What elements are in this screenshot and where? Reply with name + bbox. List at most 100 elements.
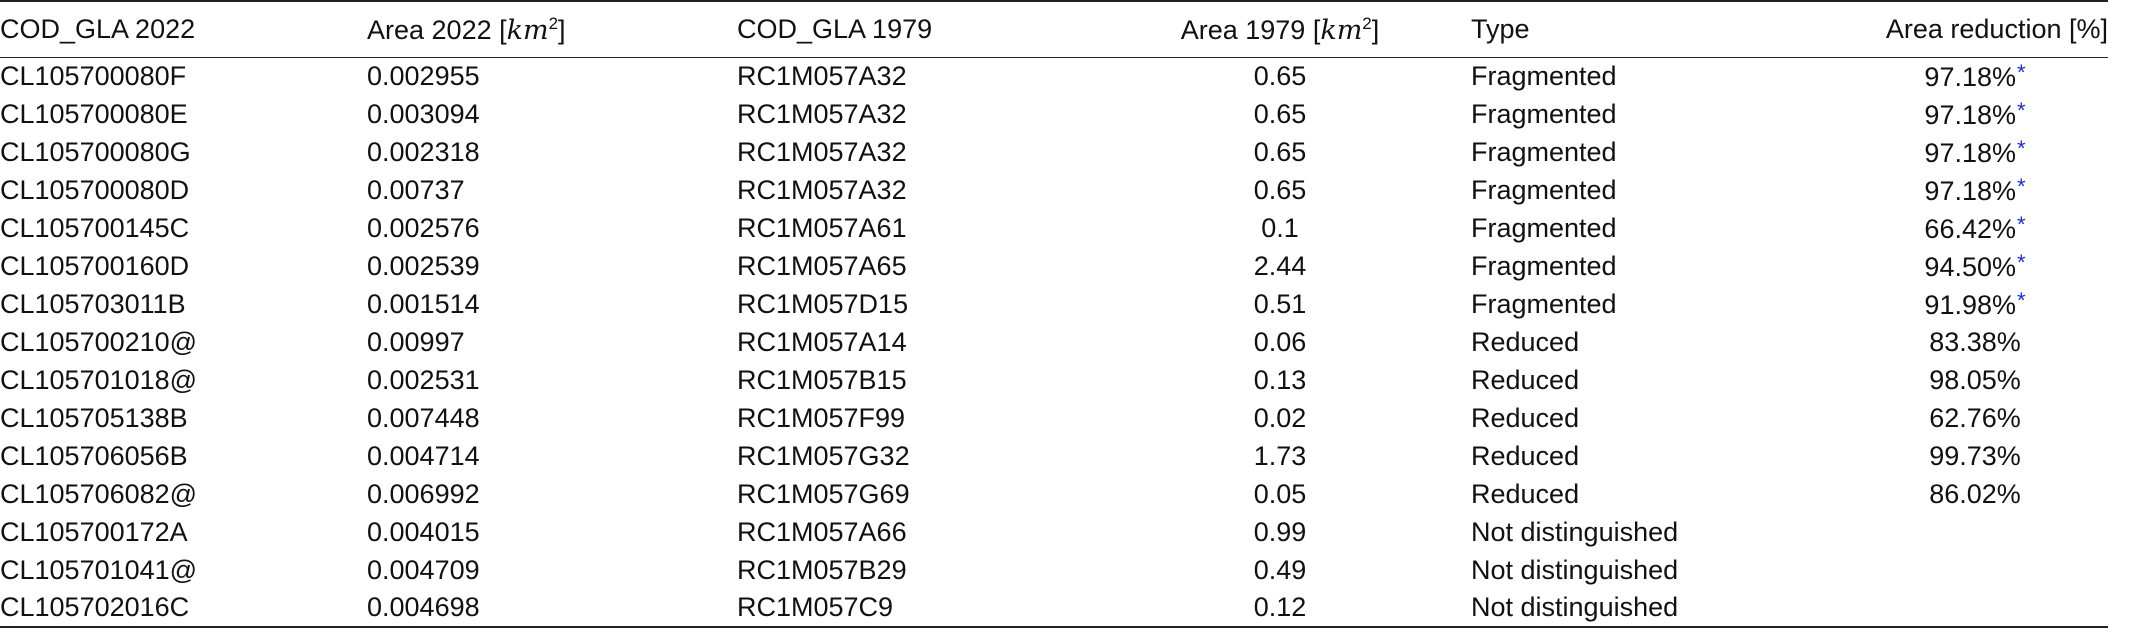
cell-cod-1979-value: RC1M057G32 [737, 440, 910, 471]
cell-area-reduction-value: 62.76% [1929, 402, 2021, 433]
cell-cod-1979: RC1M057B29 [737, 551, 1089, 589]
cell-area-1979-value: 0.12 [1253, 592, 1307, 622]
cell-cod-1979: RC1M057B15 [737, 361, 1089, 399]
table-row: CL105700080F 0.002955 RC1M057A32 0.65 Fragme… [0, 57, 2108, 95]
cell-area-1979: 1.73 [1089, 437, 1471, 475]
cell-cod-1979-value: RC1M057B29 [737, 554, 907, 585]
cell-area-2022-value: 0.001514 [367, 288, 480, 319]
cell-area-reduction: 97.18%* [1842, 57, 2108, 95]
cell-cod-1979: RC1M057A61 [737, 209, 1089, 247]
cell-type: Reduced [1471, 361, 1842, 399]
cell-area-reduction: 83.38% [1842, 323, 2108, 361]
cell-area-1979: 2.44 [1089, 247, 1471, 285]
cell-cod-1979-value: RC1M057C9 [737, 592, 894, 622]
cell-cod-1979: RC1M057A32 [737, 95, 1089, 133]
cell-cod-2022: CL105700080F [0, 57, 367, 95]
cell-area-reduction-value: 97.18% [1924, 61, 2016, 92]
cell-area-2022: 0.00737 [367, 171, 737, 209]
cell-cod-2022-value: CL105706082@ [0, 478, 198, 509]
cell-area-reduction-value: 83.38% [1929, 326, 2021, 357]
cell-area-1979: 0.12 [1089, 589, 1471, 627]
cell-cod-2022-value: CL105700080D [0, 174, 190, 205]
cell-cod-1979-value: RC1M057A66 [737, 516, 907, 547]
cell-area-2022: 0.002955 [367, 57, 737, 95]
cell-type: Reduced [1471, 399, 1842, 437]
cell-area-reduction: 97.18%* [1842, 95, 2108, 133]
cell-area-1979-value: 0.65 [1253, 136, 1307, 167]
cell-area-1979: 0.1 [1089, 209, 1471, 247]
cell-cod-2022-value: CL105701018@ [0, 364, 198, 395]
header-area-reduction: Area reduction [%] [1842, 1, 2108, 58]
cell-area-reduction-value: 97.18% [1924, 175, 2016, 206]
cell-area-1979-value: 0.06 [1253, 326, 1307, 357]
header-area-2022-unit: km [506, 14, 549, 46]
cell-area-2022: 0.004015 [367, 513, 737, 551]
cell-area-2022-value: 0.004015 [367, 516, 480, 547]
cell-cod-2022-value: CL105702016C [0, 592, 190, 622]
cell-area-reduction-value: 66.42% [1924, 213, 2016, 244]
cell-area-2022-value: 0.002576 [367, 212, 480, 243]
significance-star-marker: * [2017, 211, 2026, 237]
cell-area-2022-value: 0.002539 [367, 250, 480, 281]
cell-cod-2022-value: CL105706056B [0, 440, 188, 471]
cell-type-value: Not distinguished [1471, 554, 1679, 585]
cell-area-1979-value: 0.05 [1253, 478, 1307, 509]
cell-type: Fragmented [1471, 133, 1842, 171]
cell-type-value: Fragmented [1471, 288, 1617, 319]
cell-cod-2022: CL105700210@ [0, 323, 367, 361]
cell-area-reduction: 99.73% [1842, 437, 2108, 475]
cell-cod-2022: CL105706056B [0, 437, 367, 475]
cell-type-value: Not distinguished [1471, 592, 1679, 622]
cell-area-1979-value: 0.65 [1253, 98, 1307, 129]
cell-type-value: Fragmented [1471, 174, 1617, 205]
cell-cod-1979: RC1M057A65 [737, 247, 1089, 285]
cell-cod-2022-value: CL105701041@ [0, 554, 198, 585]
table-row: CL105701041@ 0.004709 RC1M057B29 0.49 Not di… [0, 551, 2108, 589]
cell-cod-1979: RC1M057F99 [737, 399, 1089, 437]
cell-cod-1979-value: RC1M057A32 [737, 60, 907, 91]
cell-cod-2022-value: CL105700145C [0, 212, 190, 243]
table-header: COD_GLA 2022 Area 2022 [km2] COD_GLA 197… [0, 1, 2108, 58]
significance-star-marker: * [2017, 59, 2026, 85]
cell-cod-1979-value: RC1M057A65 [737, 250, 907, 281]
cell-area-2022: 0.001514 [367, 285, 737, 323]
cell-cod-2022-value: CL105700160D [0, 250, 190, 281]
header-area-1979: Area 1979 [km2] [1089, 1, 1471, 58]
cell-area-2022: 0.00997 [367, 323, 737, 361]
cell-type: Fragmented [1471, 209, 1842, 247]
cell-type: Fragmented [1471, 247, 1842, 285]
cell-cod-1979-value: RC1M057B15 [737, 364, 907, 395]
cell-area-reduction-value: 94.50% [1924, 251, 2016, 282]
cell-area-reduction-value: 97.18% [1924, 137, 2016, 168]
cell-area-2022-value: 0.002955 [367, 60, 480, 91]
cell-area-1979-value: 0.65 [1253, 174, 1307, 205]
cell-area-1979: 0.49 [1089, 551, 1471, 589]
cell-area-2022-value: 0.004709 [367, 554, 480, 585]
cell-area-reduction: 86.02% [1842, 475, 2108, 513]
cell-area-1979-value: 0.49 [1253, 554, 1307, 585]
cell-type: Reduced [1471, 437, 1842, 475]
cell-cod-1979: RC1M057D15 [737, 285, 1089, 323]
cell-cod-2022-value: CL105700080F [0, 60, 187, 91]
cell-area-1979: 0.06 [1089, 323, 1471, 361]
header-area-1979-unit: km [1320, 14, 1363, 46]
cell-type-value: Reduced [1471, 440, 1580, 471]
cell-cod-1979-value: RC1M057A32 [737, 136, 907, 167]
cell-area-1979: 0.65 [1089, 95, 1471, 133]
cell-type: Not distinguished [1471, 551, 1842, 589]
cell-cod-2022: CL105700080E [0, 95, 367, 133]
cell-area-1979: 0.65 [1089, 171, 1471, 209]
table-row: CL105701018@ 0.002531 RC1M057B15 0.13 Reduce… [0, 361, 2108, 399]
cell-cod-1979-value: RC1M057D15 [737, 288, 909, 319]
cell-type: Not distinguished [1471, 589, 1842, 627]
cell-cod-2022: CL105706082@ [0, 475, 367, 513]
cell-cod-1979: RC1M057A14 [737, 323, 1089, 361]
header-type: Type [1471, 1, 1842, 58]
cell-cod-1979: RC1M057A66 [737, 513, 1089, 551]
cell-type-value: Fragmented [1471, 98, 1617, 129]
table-row: CL105706056B 0.004714 RC1M057G32 1.73 Reduce… [0, 437, 2108, 475]
cell-area-reduction: 97.18%* [1842, 133, 2108, 171]
cell-cod-1979: RC1M057A32 [737, 171, 1089, 209]
cell-type-value: Fragmented [1471, 250, 1617, 281]
